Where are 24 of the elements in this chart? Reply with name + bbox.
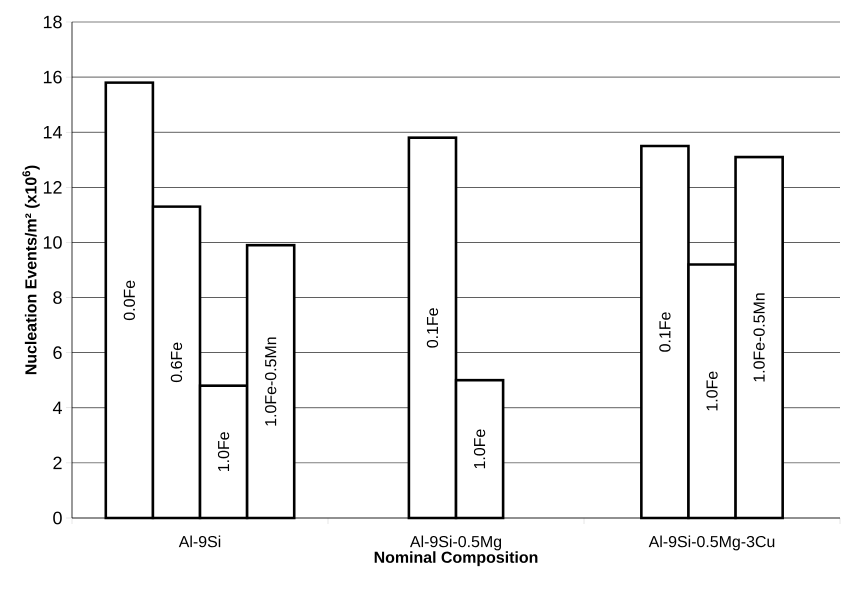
x-tick-label: Al-9Si-0.5Mg-3Cu [648, 536, 774, 550]
x-axis-title: Nominal Composition [374, 551, 538, 566]
y-tick-label: 18 [44, 16, 62, 28]
y-tick-label: 14 [44, 126, 62, 138]
y-tick-label: 0 [53, 512, 62, 524]
series-label: 0.6Fe [170, 342, 182, 382]
y-tick-label: 2 [53, 456, 62, 470]
text: 1.0Fe [706, 372, 718, 410]
y-tick-label: 10 [44, 236, 62, 249]
series-label: 0.0Fe [124, 280, 135, 320]
series-label: 1.0Fe [218, 432, 230, 472]
y-axis-title: Nucleation Events/m² (x10$^{6}$) [22, 166, 40, 374]
series-label: 1.0Fe-0.5Mn [265, 337, 276, 426]
text: 0.1Fe [659, 312, 671, 352]
y-tick-label: 12 [44, 181, 62, 194]
y-tick-label: 16 [44, 70, 62, 84]
text: 1.0Fe-0.5Mn [753, 293, 765, 382]
x-tick-label: Al-9Si [178, 536, 220, 548]
series-label: 0.1Fe [426, 308, 438, 348]
y-tick-label: 6 [53, 346, 62, 360]
y-tick-label: 4 [52, 402, 62, 414]
y-tick-label: 8 [53, 291, 62, 304]
x-tick-label: Al-9Si-0.5Mg [410, 536, 502, 550]
text: 1.0Fe [474, 429, 486, 468]
